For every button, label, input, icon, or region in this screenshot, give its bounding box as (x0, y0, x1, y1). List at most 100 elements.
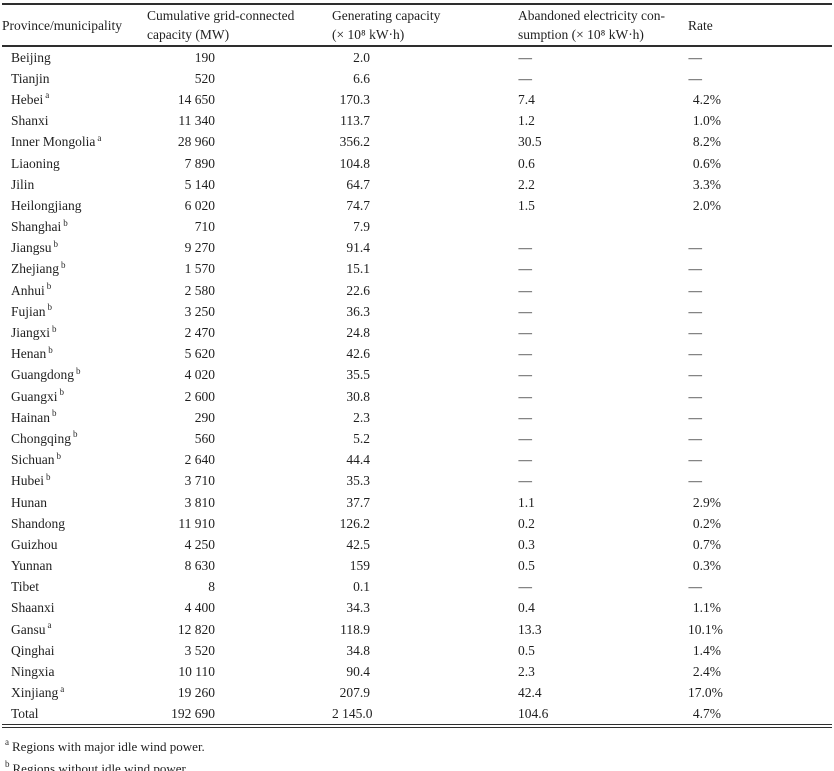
abandoned-cell: 2.2 (518, 176, 535, 192)
table-footnotes: a Regions with major idle wind power. b Re… (5, 736, 834, 771)
table-row: Chongqing b 560 5.2 — — (2, 428, 832, 449)
province-cell: Fujian b (11, 302, 53, 319)
generating-cell: 44.4 (346, 452, 370, 468)
abandoned-cell: 0.2 (518, 515, 535, 531)
footnote-marker: a (97, 132, 102, 143)
table-row: Ningxia 10 110 90.4 2.3 2.4% (2, 661, 832, 682)
col-header-generating: Generating capacity (× 10⁸ kW·h) (332, 4, 518, 47)
capacity-cell: 5 140 (184, 176, 215, 192)
abandoned-cell: — (518, 325, 533, 341)
rate-cell: 2.9% (692, 494, 721, 510)
province-cell: Guangdong b (11, 365, 81, 383)
abandoned-cell: — (518, 473, 533, 489)
generating-cell: 90.4 (346, 664, 370, 680)
province-cell: Tibet (11, 579, 40, 595)
col-header-capacity-line1: Cumulative grid-connected (147, 8, 295, 23)
generating-cell: 36.3 (346, 303, 370, 319)
abandoned-cell: — (518, 346, 533, 362)
rate-cell: — (688, 282, 703, 298)
capacity-cell: 1 570 (184, 261, 215, 277)
rate-cell: — (688, 473, 703, 489)
province-cell: Total (11, 705, 39, 721)
rate-cell: 3.3% (692, 176, 721, 192)
province-cell: Ningxia (11, 664, 55, 680)
table-row: Guangxi b 2 600 30.8 — — (2, 386, 832, 407)
abandoned-cell: — (518, 388, 533, 404)
capacity-cell: 2 580 (184, 282, 215, 298)
generating-cell: 356.2 (339, 134, 370, 150)
generating-cell: 2.0 (353, 49, 370, 65)
abandoned-cell: — (518, 261, 533, 277)
rate-cell: — (688, 303, 703, 319)
table-body: Beijing 190 2.0 — — Tianjin 520 6.6 — — Hebei a 14 6… (2, 46, 832, 726)
capacity-cell: 710 (194, 219, 215, 235)
generating-cell: 6.6 (353, 70, 370, 86)
abandoned-cell (518, 217, 688, 238)
generating-cell: 42.5 (346, 536, 370, 552)
table-row: Tibet 8 0.1 — — (2, 577, 832, 598)
generating-cell: 15.1 (346, 261, 370, 277)
table-row: Guangdong b 4 020 35.5 — — (2, 365, 832, 386)
generating-cell: 170.3 (339, 91, 370, 107)
generating-cell: 0.1 (353, 579, 370, 595)
generating-cell: 207.9 (339, 685, 370, 701)
col-header-generating-line2: (× 10⁸ kW·h) (332, 27, 405, 42)
rate-cell: 1.4% (692, 642, 721, 658)
footnote-marker: b (46, 471, 51, 482)
rate-cell (688, 217, 832, 238)
rate-cell: 8.2% (692, 134, 721, 150)
generating-cell: 34.8 (346, 642, 370, 658)
rate-cell: 0.7% (692, 536, 721, 552)
capacity-cell: 192 690 (171, 705, 215, 721)
footnote-b-text: Regions without idle wind power. (12, 760, 189, 771)
province-cell: Hainan b (11, 408, 57, 425)
generating-cell: 34.3 (346, 600, 370, 616)
table-row: Beijing 190 2.0 — — (2, 46, 832, 68)
col-header-capacity-line2: capacity (MW) (147, 27, 230, 42)
capacity-cell: 190 (194, 49, 215, 65)
table-row: Zhejiang b 1 570 15.1 — — (2, 259, 832, 280)
abandoned-cell: — (518, 452, 533, 468)
province-cell: Jilin (11, 176, 35, 192)
abandoned-cell: — (518, 70, 533, 86)
capacity-cell: 520 (194, 70, 215, 86)
capacity-cell: 4 020 (184, 367, 215, 383)
abandoned-cell: — (518, 49, 533, 65)
footnote-b-marker: b (5, 759, 10, 770)
rate-cell: — (688, 409, 703, 425)
header-row: Province/municipality Cumulative grid-co… (2, 4, 832, 47)
abandoned-cell: — (518, 240, 533, 256)
province-cell: Heilongjiang (11, 197, 82, 213)
footnote-marker: b (76, 365, 81, 376)
capacity-cell: 5 620 (184, 346, 215, 362)
footnote-marker: b (60, 259, 66, 270)
rate-cell: 2.4% (692, 664, 721, 680)
abandoned-cell: — (518, 367, 533, 383)
table-row: Shanxi 11 340 113.7 1.2 1.0% (2, 111, 832, 132)
table-row: Henan b 5 620 42.6 — — (2, 344, 832, 365)
footnote-marker: b (46, 281, 52, 292)
table-row: Qinghai 3 520 34.8 0.5 1.4% (2, 640, 832, 661)
footnote-marker: b (51, 408, 57, 419)
rate-cell: 17.0% (688, 685, 723, 701)
footnote-marker: b (56, 450, 62, 461)
generating-cell: 2.3 (353, 409, 370, 425)
footnote-marker: b (73, 429, 78, 440)
generating-cell: 2 145.0 (332, 705, 373, 721)
abandoned-cell: 7.4 (518, 91, 535, 107)
rate-cell: — (688, 325, 703, 341)
generating-cell: 113.7 (340, 113, 370, 129)
abandoned-cell: 2.3 (518, 664, 535, 680)
abandoned-cell: — (518, 303, 533, 319)
footnote-a-text: Regions with major idle wind power. (12, 738, 205, 754)
capacity-cell: 3 810 (184, 494, 215, 510)
col-header-province: Province/municipality (2, 4, 140, 47)
generating-cell: 91.4 (346, 240, 370, 256)
footnote-marker: a (45, 90, 50, 101)
rate-cell: — (688, 70, 703, 86)
rate-cell: 10.1% (688, 621, 723, 637)
province-cell: Jiangxi b (11, 323, 57, 341)
table-row: Fujian b 3 250 36.3 — — (2, 301, 832, 322)
footnote-marker: b (47, 302, 53, 313)
rate-cell: — (688, 49, 703, 65)
